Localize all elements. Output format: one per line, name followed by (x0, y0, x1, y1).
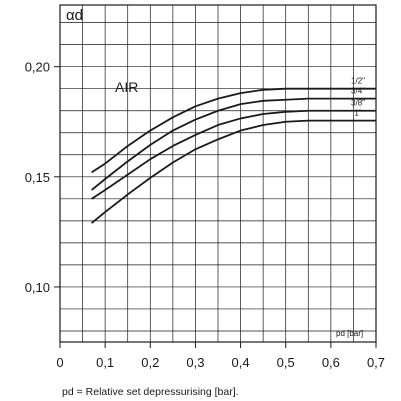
y-tick-label: 0,10 (25, 280, 50, 295)
x-tick-label: 0,6 (322, 355, 340, 370)
x-tick-label: 0,1 (96, 355, 114, 370)
series-label: 1/2" (351, 77, 365, 86)
air-annotation: AIR (115, 79, 138, 95)
x-tick-label: 0,4 (232, 355, 250, 370)
plot-frame (59, 4, 377, 343)
x-tick-label: 0,7 (367, 355, 385, 370)
x-tick-label: 0,3 (186, 355, 204, 370)
series-label: 1" (354, 109, 361, 118)
series-line (91, 97, 376, 191)
y-tick-label: 0,15 (25, 170, 50, 185)
series-label: 3/8" (351, 99, 365, 108)
series-line (91, 119, 376, 224)
alpha-d-label: αd (66, 7, 83, 24)
x-tick-label: 0 (56, 355, 63, 370)
series-line (91, 87, 376, 174)
series-line (91, 109, 376, 200)
x-tick-label: 0,5 (277, 355, 295, 370)
x-tick-label: 0,2 (141, 355, 159, 370)
series-label: 3/4" (351, 87, 365, 96)
caption: pd = Relative set depressurising [bar]. (62, 386, 239, 398)
x-axis-unit-label: pd [bar] (336, 329, 363, 338)
y-tick-label: 0,20 (25, 60, 50, 75)
